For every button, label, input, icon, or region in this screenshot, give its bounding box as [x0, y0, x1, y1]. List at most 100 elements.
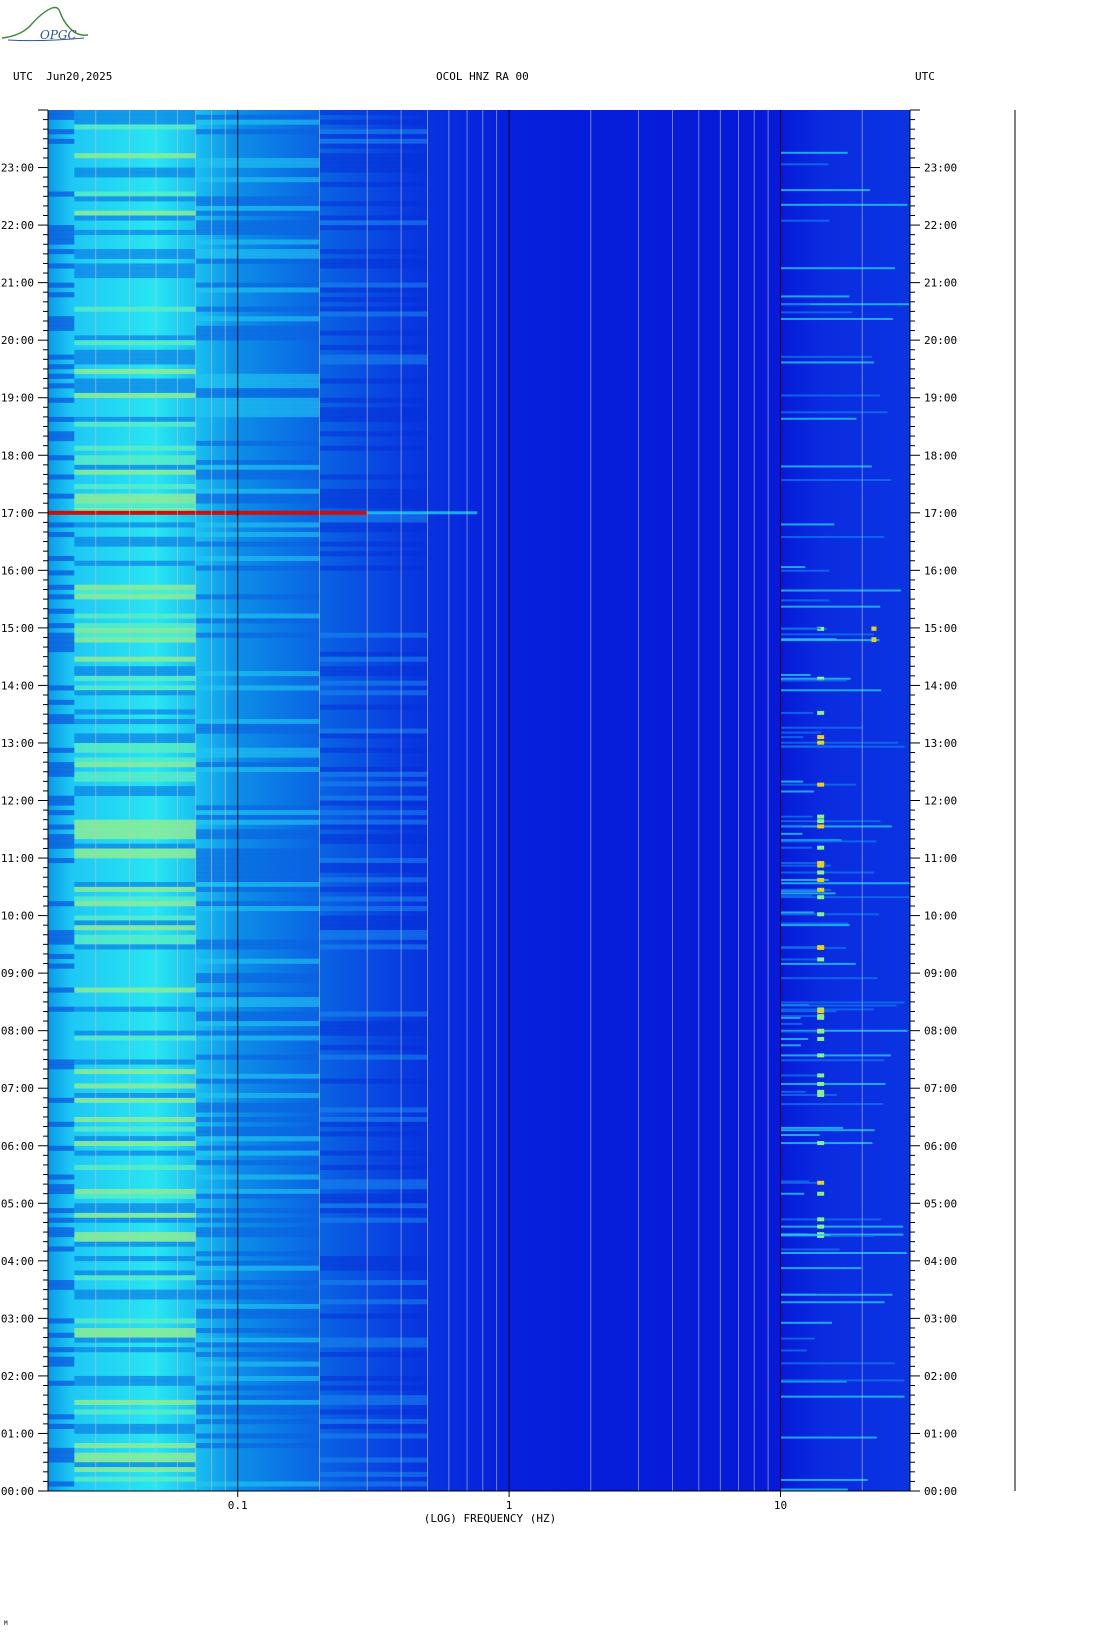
row-stripe	[74, 709, 196, 715]
row-stripe	[48, 1227, 75, 1233]
burst-stripe	[780, 871, 875, 874]
row-stripe	[319, 666, 428, 672]
row-stripe	[48, 834, 75, 840]
y-tick-label-right: 11:00	[924, 852, 957, 865]
row-stripe	[195, 306, 320, 312]
row-stripe	[48, 325, 75, 331]
row-stripe	[48, 416, 75, 422]
row-stripe	[74, 637, 196, 643]
y-tick-label-left: 01:00	[1, 1427, 34, 1440]
row-stripe	[74, 215, 196, 221]
row-stripe	[319, 1025, 428, 1031]
row-stripe	[74, 268, 196, 274]
row-stripe	[195, 1174, 320, 1180]
row-stripe	[48, 138, 75, 144]
row-stripe	[195, 157, 320, 164]
row-stripe	[74, 1452, 196, 1458]
row-stripe	[195, 474, 320, 480]
row-stripe	[195, 1145, 320, 1151]
row-stripe	[48, 110, 75, 116]
row-stripe	[319, 551, 428, 557]
row-stripe	[319, 1337, 428, 1343]
row-stripe	[74, 901, 196, 907]
burst-hotspot	[817, 676, 825, 681]
y-tick-label-left: 09:00	[1, 967, 34, 980]
row-stripe	[74, 627, 196, 633]
row-stripe	[48, 1246, 75, 1252]
header-center: OCOL HNZ RA 00	[436, 70, 529, 83]
credit-mark: M	[4, 1620, 8, 1627]
row-stripe	[319, 800, 428, 806]
burst-stripe	[780, 1233, 831, 1236]
burst-stripe	[780, 1054, 891, 1057]
row-stripe	[74, 1188, 196, 1195]
row-stripe	[48, 939, 75, 945]
y-tick-label-right: 21:00	[924, 277, 957, 290]
y-tick-label-left: 04:00	[1, 1255, 34, 1268]
row-stripe	[319, 133, 428, 140]
row-stripe	[195, 177, 320, 183]
row-stripe	[48, 1414, 75, 1420]
row-stripe	[319, 565, 428, 571]
row-stripe	[319, 1375, 428, 1382]
row-stripe	[319, 1078, 428, 1084]
axes: 00:00 00:00 01:00 01:00 02:00 02:00 03:00 03:00…	[1, 109, 1016, 1512]
row-stripe	[48, 824, 75, 830]
burst-stripe	[780, 1337, 815, 1340]
row-stripe	[195, 1395, 320, 1401]
burst-hotspot	[817, 1081, 825, 1086]
row-stripe	[195, 373, 320, 379]
row-stripe	[74, 263, 196, 269]
row-stripe	[74, 1289, 196, 1295]
row-stripe	[74, 368, 196, 375]
row-stripe	[74, 1203, 196, 1209]
row-stripe	[319, 915, 428, 921]
row-stripe	[195, 1327, 320, 1334]
burst-hotspot	[817, 1089, 825, 1094]
row-stripe	[48, 762, 75, 768]
row-stripe	[319, 834, 428, 840]
row-stripe	[195, 205, 320, 211]
burst-stripe	[780, 745, 863, 748]
row-stripe	[195, 766, 320, 773]
event-tail	[367, 511, 478, 515]
row-stripe	[195, 210, 320, 216]
row-stripe	[74, 464, 196, 470]
row-stripe	[74, 124, 196, 130]
burst-stripe	[780, 1129, 875, 1132]
row-stripe	[195, 1136, 320, 1142]
burst-stripe	[780, 1059, 885, 1062]
row-stripe	[48, 685, 75, 691]
events-layer	[48, 510, 478, 515]
row-stripe	[195, 829, 320, 835]
row-stripe	[319, 1265, 428, 1271]
logo-text: OPGC	[40, 28, 77, 42]
row-stripe	[195, 944, 320, 950]
row-stripe	[48, 1481, 75, 1487]
y-tick-label-left: 20:00	[1, 334, 34, 347]
row-stripe	[195, 531, 320, 538]
row-stripe	[48, 771, 75, 777]
row-stripe	[74, 191, 196, 197]
row-stripe	[195, 632, 320, 638]
burst-stripe	[780, 1192, 805, 1195]
row-stripe	[74, 114, 196, 120]
row-stripe	[319, 1107, 428, 1113]
row-stripe	[74, 915, 196, 921]
row-stripe	[48, 718, 75, 725]
burst-stripe	[780, 295, 850, 298]
row-stripe	[48, 1280, 75, 1286]
row-stripe	[319, 249, 428, 255]
high-frequency-bursts	[780, 151, 910, 1491]
row-stripe	[74, 507, 196, 514]
y-tick-label-left: 22:00	[1, 219, 34, 232]
row-stripe	[319, 143, 428, 149]
y-tick-label-left: 13:00	[1, 737, 34, 750]
y-tick-label-right: 17:00	[924, 507, 957, 520]
row-stripe	[195, 1308, 320, 1314]
row-stripe	[319, 215, 428, 221]
row-stripe	[319, 416, 428, 422]
burst-hotspot	[817, 863, 825, 868]
burst-hotspot	[817, 870, 825, 875]
row-stripe	[48, 373, 75, 379]
